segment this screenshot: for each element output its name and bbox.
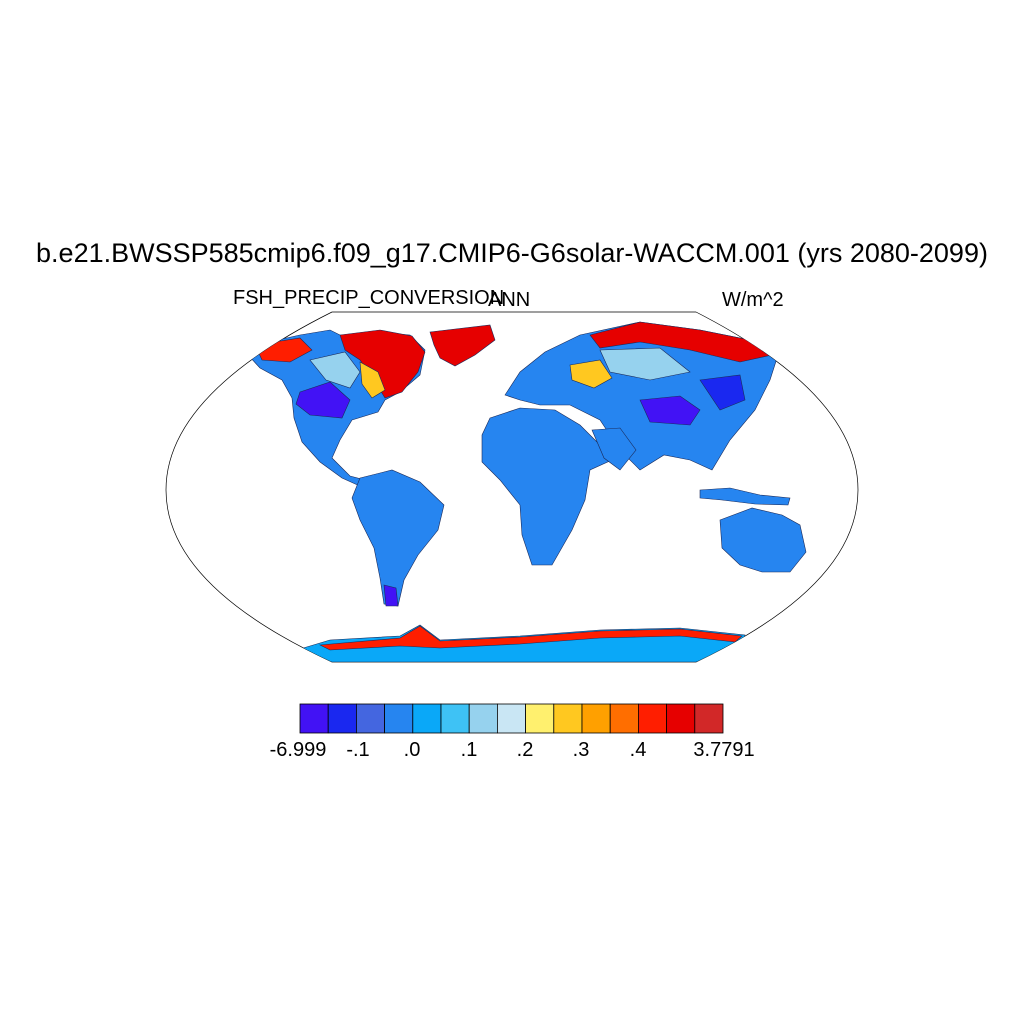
siberia-warm <box>589 321 773 363</box>
greenland-landmass <box>429 324 496 367</box>
colorbar-swatch <box>496 703 526 734</box>
colorbar-tick-label: -6.999 <box>269 739 327 761</box>
colorbar-swatch <box>609 703 639 734</box>
colorbar-swatch <box>581 703 611 734</box>
variable-label: FSH_PRECIP_CONVERSION <box>233 287 505 309</box>
colorbar-swatch <box>638 703 668 734</box>
colorbar-swatch <box>553 703 583 734</box>
south-america-landmass <box>351 469 445 607</box>
north-america-yellow-band <box>359 361 386 399</box>
colorbar-tick-label: .0 <box>403 739 421 761</box>
north-america-light-band <box>309 351 361 389</box>
colorbar-tick-label: .1 <box>460 739 478 761</box>
antarctica-coast-warm <box>318 625 743 651</box>
central-asia-warm <box>569 359 613 389</box>
colorbar-swatch <box>666 703 696 734</box>
colorbar-swatch <box>412 703 442 734</box>
colorbar-tick-label: -.1 <box>346 739 370 761</box>
tibet-anomaly <box>639 395 701 426</box>
colorbar-swatch <box>355 703 385 734</box>
colorbar-tick-label: 3.7791 <box>693 739 755 761</box>
colorbar-swatch <box>525 703 555 734</box>
north-america-west-anomaly <box>295 381 351 419</box>
africa-landmass <box>481 407 613 566</box>
indonesia-islands <box>699 487 791 506</box>
colorbar-tick-label: .3 <box>572 739 590 761</box>
australia-landmass <box>719 507 807 573</box>
colorbar-swatch <box>327 703 357 734</box>
east-asia-anomaly <box>699 374 746 411</box>
colorbar-swatch <box>468 703 498 734</box>
south-america-tip-anomaly <box>383 584 399 607</box>
eurasia-landmass <box>504 321 779 471</box>
colorbar-swatch <box>694 703 724 734</box>
north-america-arctic-warm <box>339 329 426 399</box>
siberia-light <box>599 347 691 381</box>
colorbar-swatch <box>299 703 329 734</box>
arabia-landmass <box>591 427 637 471</box>
season-label: ANN <box>488 289 531 311</box>
colorbar-swatch <box>440 703 470 734</box>
units-label: W/m^2 <box>722 289 784 311</box>
colorbar-tick-label: .4 <box>629 739 647 761</box>
colorbar-tick-label: .2 <box>516 739 534 761</box>
plot-title: b.e21.BWSSP585cmip6.f09_g17.CMIP6-G6sola… <box>36 238 988 268</box>
colorbar-swatch <box>384 703 414 734</box>
